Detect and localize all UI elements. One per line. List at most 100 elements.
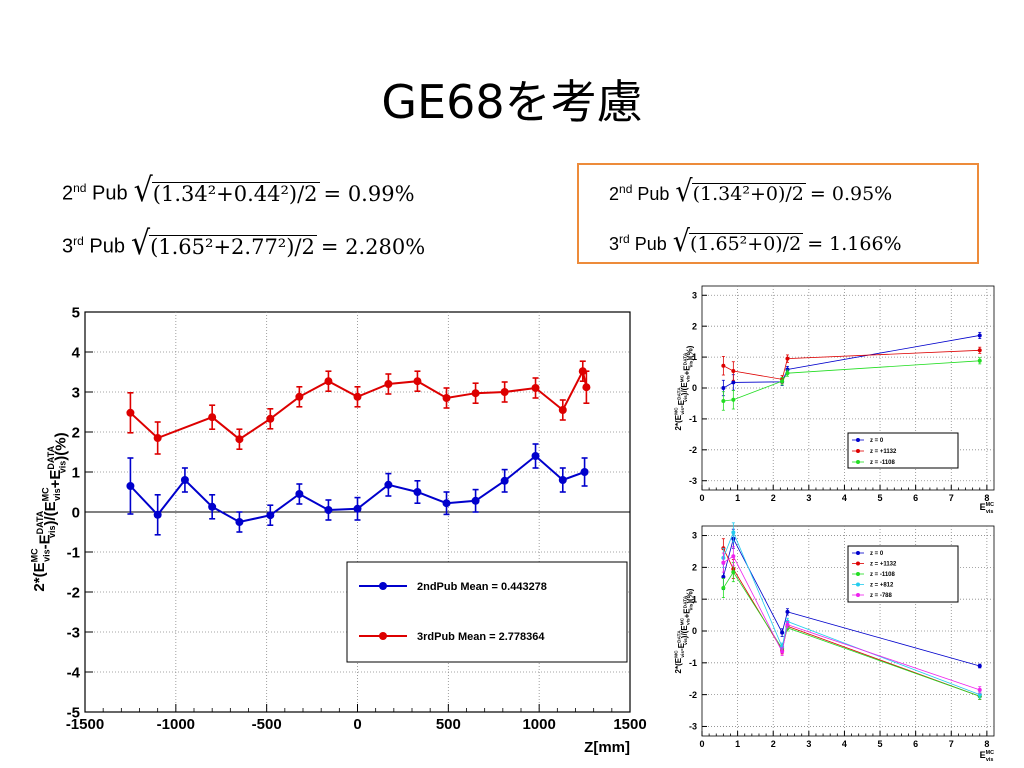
formula-radicand: (1.65²+2.77²)/2 [149, 234, 317, 259]
data-point [780, 379, 785, 384]
data-point [558, 476, 567, 484]
x-tick-label: 0 [699, 739, 704, 749]
formula-left-3rd: 3rd Pub √ (1.65²+2.77²)/2 = 2.280% [62, 224, 425, 263]
data-point [353, 504, 362, 513]
y-tick-label: 5 [72, 304, 80, 321]
legend-label: z = 0 [870, 551, 884, 557]
data-point [731, 530, 736, 535]
radical-icon: √ [675, 174, 693, 209]
data-point [384, 380, 393, 388]
formula-math: √ (1.65²+0)/2 = 1.166% [673, 227, 902, 257]
x-tick-label: -500 [252, 716, 282, 733]
slide-title: GE68を考慮 [381, 75, 643, 129]
legend-label: z = +1132 [870, 562, 897, 568]
data-point [413, 488, 422, 496]
y-tick-label: -1 [689, 658, 697, 668]
x-tick-label: 3 [806, 739, 811, 749]
data-point [721, 586, 726, 591]
legend-label: z = +1132 [870, 449, 897, 455]
data-point [731, 397, 736, 402]
legend-box [847, 545, 959, 603]
x-tick-label: 7 [949, 739, 954, 749]
y-tick-label: 2 [692, 321, 697, 331]
y-tick-label: 1 [72, 464, 80, 481]
formula-label: 2nd Pub [609, 182, 670, 204]
formula-label: 2nd Pub [62, 181, 128, 205]
data-point [235, 435, 244, 444]
x-tick-label: 3 [806, 493, 811, 503]
y-tick-label: -3 [67, 624, 80, 641]
x-tick-label: 5 [878, 493, 883, 503]
x-axis-label: EMC vis [980, 750, 995, 763]
x-tick-label: -1500 [66, 716, 104, 733]
data-point [126, 408, 135, 417]
data-point [721, 386, 726, 390]
x-tick-label: 6 [913, 739, 918, 749]
y-tick-label: -3 [689, 722, 697, 732]
formula-radicand: (1.34²+0.44²)/2 [151, 181, 320, 206]
data-point [785, 622, 790, 627]
energy-chart-top: 0 1 2 3 4 5 6 7 8 3 2 1 0 -1 -2 -3 EMC vis 2*(EMCvis-EDATA… [674, 285, 995, 515]
formula-label: 3rd Pub [609, 232, 667, 254]
data-point [578, 367, 587, 376]
x-tick-label: 6 [913, 493, 918, 503]
data-point [785, 609, 790, 614]
data-point [558, 406, 567, 414]
formula-math: √ (1.34²+0)/2 = 0.95% [675, 174, 892, 209]
y-tick-label: -1 [67, 544, 80, 561]
legend-label: z = -1108 [870, 460, 896, 466]
x-axis-label: EMC vis [980, 502, 995, 515]
y-axis-label: 2*(EMCvis-EDATAvis)/(EMCvis+EDATAvis)(%) [674, 345, 695, 430]
legend-label: z = -1108 [870, 572, 896, 578]
y-tick-label: -5 [67, 704, 80, 721]
legend-marker [856, 572, 860, 576]
data-point [235, 518, 244, 526]
y-tick-label: -3 [689, 476, 697, 486]
data-point [266, 414, 275, 423]
data-point [721, 574, 726, 579]
y-tick-label: 4 [72, 344, 81, 361]
formula-result: = 0.99% [323, 182, 415, 206]
x-tick-label: 2 [771, 739, 776, 749]
data-point [580, 468, 589, 476]
x-tick-label: 5 [878, 739, 883, 749]
data-point [977, 333, 982, 338]
formula-result: = 1.166% [807, 233, 902, 255]
x-tick-label: 1 [735, 739, 740, 749]
data-point [208, 502, 217, 511]
formula-math: √ (1.65²+2.77²)/2 = 2.280% [130, 224, 425, 263]
formula-radicand: (1.34²+0)/2 [691, 183, 806, 206]
y-tick-label: -2 [689, 690, 697, 700]
data-point [442, 499, 451, 508]
data-point [785, 371, 790, 376]
data-point [324, 506, 333, 514]
y-tick-label: 0 [692, 383, 697, 393]
y-tick-label: 0 [72, 504, 80, 521]
x-tick-label: 8 [984, 739, 989, 749]
data-point [977, 687, 982, 692]
legend-marker [856, 561, 860, 566]
data-point [208, 413, 217, 422]
legend-box [847, 432, 959, 469]
energy-chart-bottom: 0 1 2 3 4 5 6 7 8 3 2 1 0 -1 -2 -3 EMC vis 2*(EMCvis-EDATA… [674, 522, 995, 763]
main-chart: -1500 -1000 -500 0 500 1000 1500 5 4 3 2 1 0 -1 -2 -3 -4… [30, 304, 647, 756]
legend-marker [856, 582, 860, 587]
legend-marker [856, 551, 860, 555]
data-point [500, 388, 509, 396]
x-tick-label: 1000 [522, 716, 555, 733]
legend-marker [379, 582, 387, 590]
data-point [500, 476, 509, 485]
x-tick-label: 0 [353, 716, 361, 733]
y-tick-label: -1 [689, 414, 697, 424]
legend-marker [856, 438, 860, 442]
x-tick-label: 7 [949, 493, 954, 503]
data-point [180, 476, 189, 484]
formula-math: √ (1.34²+0.44²)/2 = 0.99% [134, 174, 415, 207]
data-point [780, 649, 785, 654]
radical-icon: √ [130, 224, 151, 263]
y-tick-label: 0 [692, 626, 697, 636]
legend-label: z = -788 [870, 593, 893, 599]
legend-marker [856, 593, 860, 597]
data-point [126, 482, 135, 490]
